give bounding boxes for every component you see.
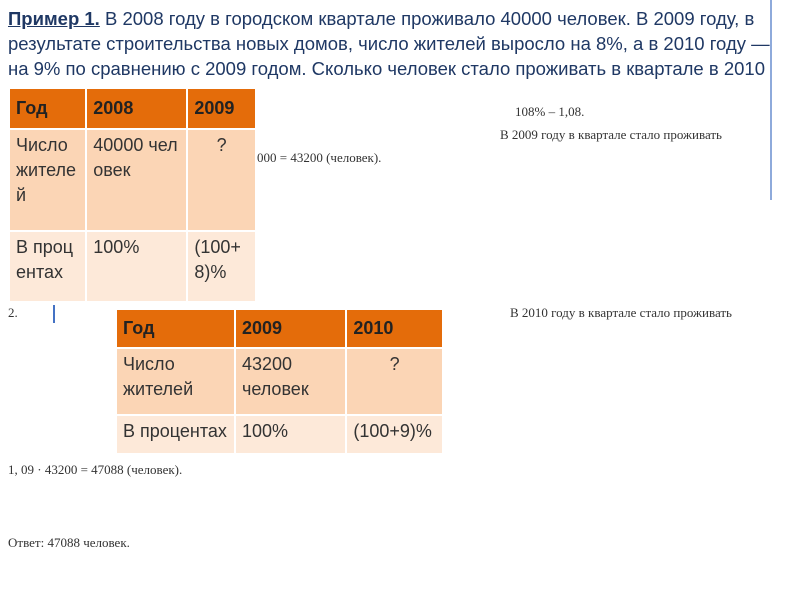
table-cell: ? xyxy=(345,346,444,417)
table-cell: В процентах xyxy=(115,414,236,455)
problem-label: Пример 1. xyxy=(8,8,100,29)
table-row: Число жителей 43200 человек? xyxy=(115,346,444,417)
decor-line xyxy=(53,305,55,323)
header-cell: Год xyxy=(115,308,236,349)
header-row: Год 2009 2010 xyxy=(115,308,444,349)
header-cell: 2008 xyxy=(85,87,189,130)
fragment: 108% – 1,08. xyxy=(515,104,585,119)
table-cell: В процентах xyxy=(7,229,88,304)
header-cell: Год xyxy=(7,87,88,130)
fragment: В 2009 году в квартале стало проживать xyxy=(500,127,722,142)
data-table: Год 2008 2009 Число жителей 40000 человек? В … xyxy=(7,87,257,304)
table-body: Год 2008 2009 Число жителей 40000 человек? В … xyxy=(7,87,257,304)
fragment: В 2010 году в квартале стало проживать xyxy=(510,305,732,320)
problem-body: В 2008 году в городском квартале прожива… xyxy=(8,8,770,104)
problem-text: Пример 1. В 2008 году в городском кварта… xyxy=(8,6,793,106)
table-cell: 100% xyxy=(233,414,348,455)
table-row: В процентах 100% (100+8)% xyxy=(7,229,257,304)
table-cell: 100% xyxy=(85,229,189,304)
table-row: Число жителей 40000 человек? xyxy=(7,127,257,232)
table-row: В процентах 100% (100+9)% xyxy=(115,414,444,455)
data-table: Год 2009 2010 Число жителей 43200 человек? В … xyxy=(115,308,444,455)
header-cell: 2009 xyxy=(186,87,257,130)
header-row: Год 2008 2009 xyxy=(7,87,257,130)
header-cell: 2010 xyxy=(345,308,444,349)
table-cell: 43200 человек xyxy=(233,346,348,417)
table-cell: (100+9)% xyxy=(345,414,444,455)
fragment: 000 = 43200 (человек). xyxy=(257,150,382,165)
fragment: 1, 09 · 43200 = 47088 (человек). xyxy=(8,462,183,477)
decor-line xyxy=(770,0,772,200)
table-body: Год 2009 2010 Число жителей 43200 человек? В … xyxy=(115,308,444,455)
table-cell: (100+8)% xyxy=(186,229,257,304)
table-cell: Число жителей xyxy=(115,346,236,417)
table-cell: Число жителей xyxy=(7,127,88,232)
fragment: 2. xyxy=(8,305,18,320)
table-cell: 40000 человек xyxy=(85,127,189,232)
header-cell: 2009 xyxy=(233,308,348,349)
fragment: Ответ: 47088 человек. xyxy=(8,535,130,550)
table-cell: ? xyxy=(186,127,257,232)
